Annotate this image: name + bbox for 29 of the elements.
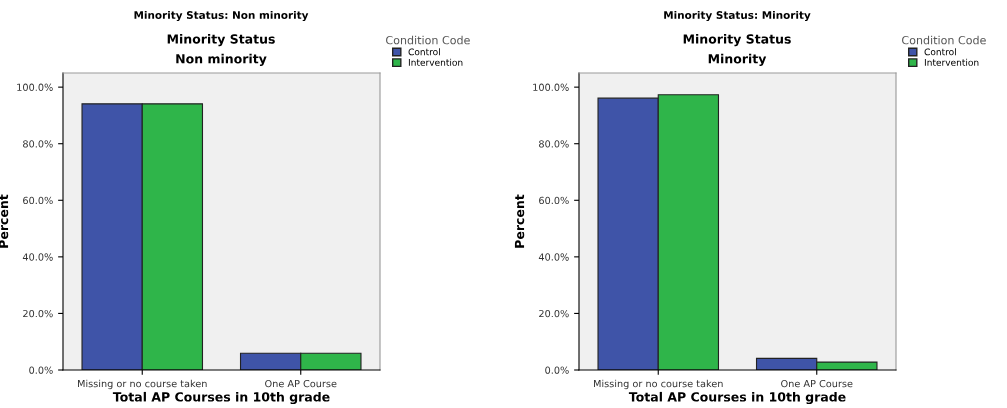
y-tick-label: 100.0%	[533, 83, 569, 91]
legend-title: Condition Code	[902, 35, 986, 45]
chart-title: Minority Status: Minority	[664, 10, 811, 22]
y-tick-label: 80.0%	[23, 140, 53, 148]
legend-label: Control	[408, 48, 440, 56]
y-tick-label: 60.0%	[539, 196, 569, 205]
x-tick-label: One AP Course	[265, 379, 337, 388]
y-axis-title: Percent	[514, 194, 525, 248]
legend-label: Intervention	[924, 58, 979, 66]
legend-title: Condition Code	[386, 35, 470, 45]
x-axis-title: Total AP Courses in 10th grade	[112, 391, 330, 405]
x-axis-title: Total AP Courses in 10th grade	[628, 391, 846, 405]
legend-label: Control	[924, 48, 956, 56]
x-tick-label: One AP Course	[781, 379, 853, 388]
chart-title: Minority Status: Non minority	[134, 10, 309, 22]
y-tick-label: 80.0%	[539, 140, 569, 148]
y-tick-label: 100.0%	[17, 83, 53, 91]
x-tick-label: Missing or no course taken	[594, 379, 723, 390]
y-tick-label: 20.0%	[23, 309, 53, 318]
x-tick-label: Missing or no course taken	[78, 379, 207, 390]
y-tick-label: 0.0%	[545, 366, 569, 374]
y-tick-label: 40.0%	[538, 253, 569, 261]
y-tick-label: 20.0%	[539, 309, 569, 318]
y-tick-label: 40.0%	[22, 253, 53, 261]
y-tick-label: 60.0%	[23, 196, 53, 205]
chart-subtitle: Minority Status Minority	[683, 34, 791, 66]
legend-label: Intervention	[408, 58, 463, 66]
chart-subtitle: Minority Status Non minority	[167, 34, 275, 66]
y-tick-label: 0.0%	[29, 366, 53, 374]
